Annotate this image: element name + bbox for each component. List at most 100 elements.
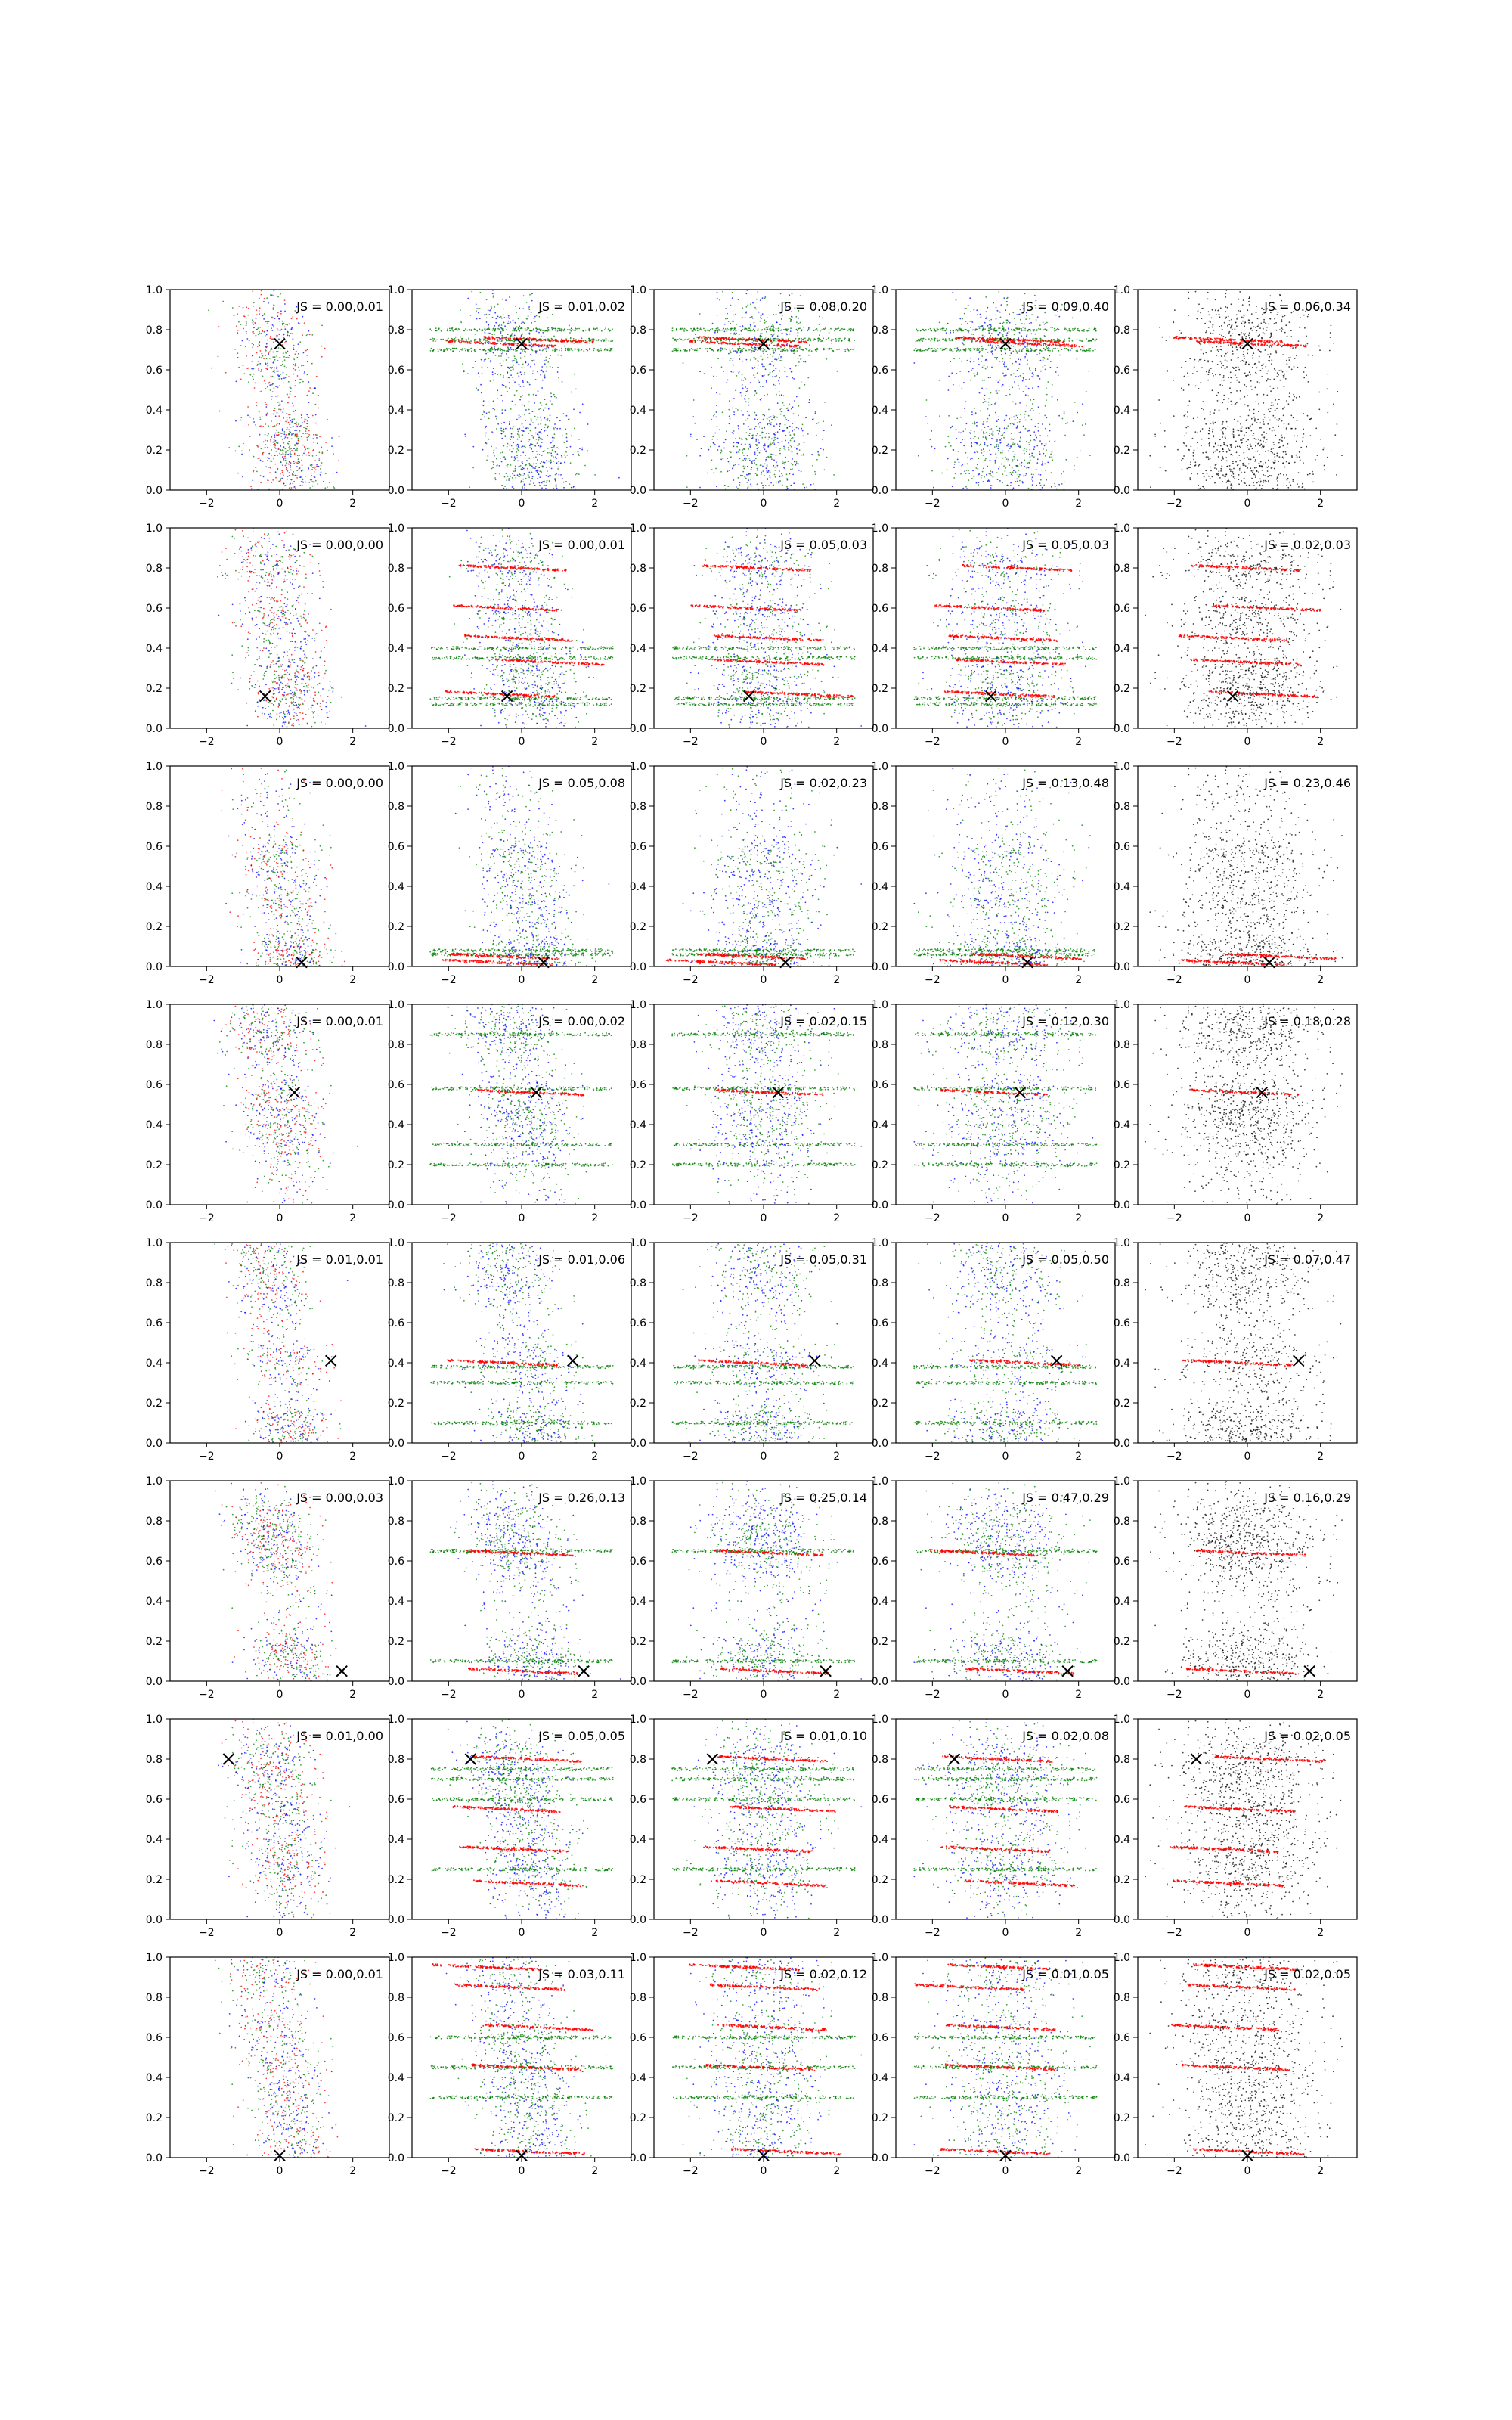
point [1044,358,1046,359]
point [742,374,743,376]
point [841,328,843,330]
point [754,367,755,368]
point [976,482,978,484]
point [296,334,297,335]
point [293,345,295,346]
point [566,433,568,435]
point [1009,473,1010,474]
point [701,337,702,338]
point [534,363,535,365]
point [522,404,523,405]
point [956,438,957,439]
point [306,428,308,430]
point [594,474,596,476]
point [534,321,536,322]
point [290,333,292,334]
point [519,446,520,448]
point [559,328,561,330]
point [500,374,501,376]
point [545,485,547,486]
point [732,297,733,299]
point [778,482,779,484]
point [795,464,797,466]
point [261,357,262,358]
point [812,465,813,467]
point [965,473,966,474]
point [260,425,262,427]
point [302,479,304,480]
point [794,435,795,436]
point [739,334,740,335]
point [293,358,295,360]
point [716,411,717,413]
point [243,365,244,366]
point [533,482,534,484]
point [525,409,527,411]
point [822,439,823,441]
point [287,402,289,404]
point [748,405,750,406]
point [743,455,745,456]
point [730,464,731,465]
point [225,372,227,374]
point [735,314,736,315]
point [1036,354,1038,355]
point [771,341,773,343]
point [1057,367,1058,368]
point [791,319,792,321]
point [789,334,791,335]
point [987,426,989,427]
point [510,321,511,323]
point [515,470,516,472]
point [544,396,545,397]
point [252,331,253,333]
point [531,472,533,473]
point [818,455,820,456]
point [296,318,298,320]
point [990,485,992,486]
y-tick-label: 1.0 [388,284,404,296]
point [1015,454,1016,455]
point [547,435,548,436]
point [327,419,328,420]
point [544,427,546,428]
point [274,444,276,445]
point [237,332,238,334]
point [265,402,266,403]
point [981,475,983,476]
point [504,317,506,318]
point [672,330,674,332]
point [987,466,988,467]
point [519,436,520,438]
point [814,339,816,340]
point [290,479,292,480]
point [549,420,550,422]
point [237,313,238,315]
point [262,315,264,316]
point [731,330,733,331]
js-label: JS = 0.08,0.20 [779,299,867,314]
point [745,311,747,312]
point [574,374,575,375]
point [265,350,267,352]
point [606,349,608,351]
point [541,366,543,368]
point [1017,352,1018,354]
point [770,416,772,417]
point [976,442,978,444]
point [260,419,262,420]
point [302,439,303,440]
point [684,328,686,330]
point [998,468,999,470]
point [288,447,290,448]
point [965,321,967,322]
point [479,328,481,330]
point [720,350,721,352]
point [770,330,772,332]
point [726,349,727,350]
point [1054,483,1055,485]
point [992,471,993,473]
point [557,371,559,373]
point [321,447,322,448]
point [454,329,456,330]
